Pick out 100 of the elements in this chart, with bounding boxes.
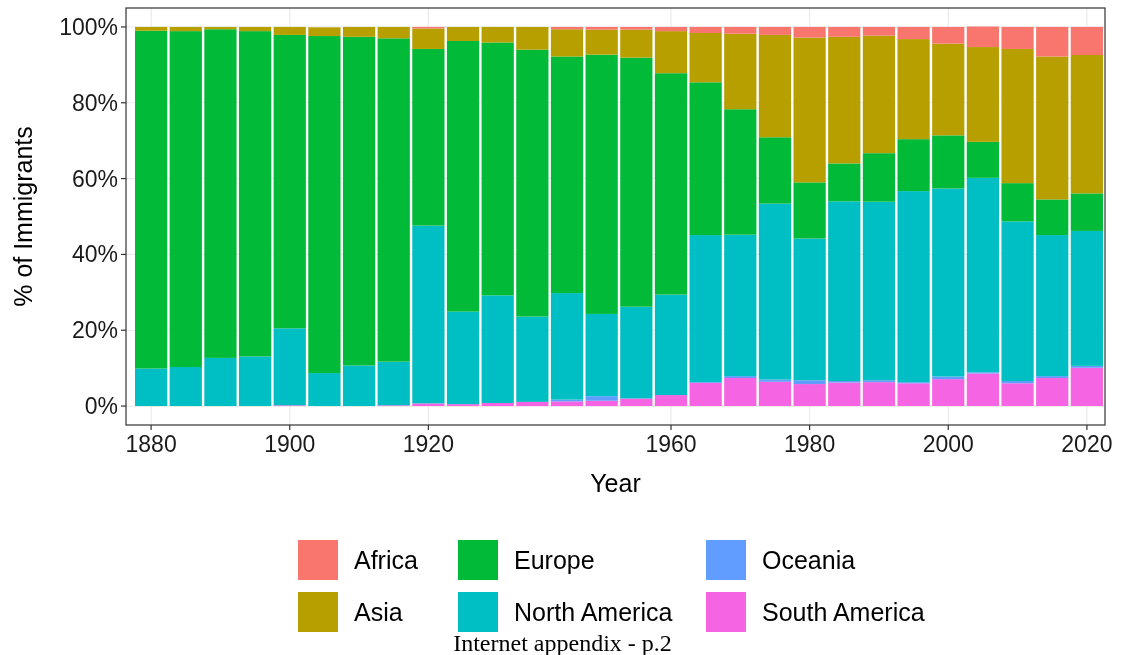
legend-label: Europe xyxy=(514,545,595,574)
bar xyxy=(654,294,688,396)
bar xyxy=(481,42,514,296)
x-tick-label: 1980 xyxy=(784,431,836,457)
bar xyxy=(1070,230,1103,366)
bar xyxy=(585,400,618,407)
x-tick-label: 1920 xyxy=(402,431,454,457)
bar xyxy=(377,26,410,39)
bar xyxy=(689,33,722,83)
bar xyxy=(169,31,202,367)
bar xyxy=(585,26,618,30)
bar xyxy=(1001,381,1034,384)
bar xyxy=(793,26,826,38)
bar xyxy=(897,383,930,407)
bar xyxy=(446,26,480,41)
bar xyxy=(758,34,792,138)
bar xyxy=(620,306,653,399)
x-tick-label: 2000 xyxy=(922,431,974,457)
bar xyxy=(204,357,237,407)
bar xyxy=(862,201,896,381)
bar xyxy=(689,82,722,236)
bar xyxy=(932,376,965,380)
bar xyxy=(273,26,306,35)
bar xyxy=(585,313,618,397)
bar xyxy=(550,401,584,407)
bar xyxy=(446,311,480,405)
bar xyxy=(1036,377,1069,407)
y-tick-label: 60% xyxy=(71,165,118,192)
bar xyxy=(412,225,445,404)
bar xyxy=(1001,183,1034,222)
bar xyxy=(1001,48,1034,184)
bar xyxy=(828,163,861,202)
bar xyxy=(377,361,410,406)
bar xyxy=(828,36,861,164)
bar xyxy=(1070,367,1103,407)
bar xyxy=(654,73,688,295)
bar xyxy=(238,26,272,32)
bar xyxy=(932,43,965,136)
bar xyxy=(1001,26,1034,49)
bar xyxy=(481,26,514,43)
bar xyxy=(273,34,306,329)
bar xyxy=(308,373,341,407)
bar xyxy=(412,403,445,407)
bar xyxy=(654,395,688,407)
bar xyxy=(1036,235,1069,377)
x-tick-label: 1900 xyxy=(264,431,316,457)
bar xyxy=(620,398,653,407)
y-tick-label: 80% xyxy=(71,89,118,116)
bar xyxy=(932,26,965,44)
bar xyxy=(308,36,341,374)
bar xyxy=(862,26,896,36)
bar xyxy=(966,141,1000,178)
bar xyxy=(412,28,445,49)
bar xyxy=(724,26,757,34)
bar xyxy=(585,396,618,401)
bar xyxy=(689,235,722,383)
bar xyxy=(793,182,826,239)
bar xyxy=(1070,193,1103,231)
bar xyxy=(689,382,722,407)
x-tick-label: 1960 xyxy=(645,431,697,457)
legend-label: South America xyxy=(762,597,925,626)
bar xyxy=(758,26,792,35)
bar xyxy=(516,49,549,317)
bar xyxy=(516,401,549,407)
bar xyxy=(1070,26,1103,56)
bar xyxy=(862,153,896,202)
x-axis-title: Year xyxy=(590,469,641,497)
y-tick-label: 20% xyxy=(71,317,118,344)
bar xyxy=(204,29,237,358)
bar xyxy=(342,36,376,366)
bar xyxy=(793,380,826,385)
bar xyxy=(446,40,480,312)
bar xyxy=(932,379,965,407)
bar xyxy=(1036,199,1069,236)
bar xyxy=(758,381,792,407)
bar xyxy=(620,29,653,58)
legend-label: Africa xyxy=(354,545,418,574)
bar xyxy=(135,368,168,407)
bar xyxy=(412,48,445,226)
bar xyxy=(516,26,549,50)
bar xyxy=(550,29,584,57)
bar xyxy=(828,382,861,407)
bar xyxy=(758,203,792,380)
bar xyxy=(169,367,202,407)
bar xyxy=(897,139,930,192)
bar xyxy=(862,382,896,407)
bar xyxy=(724,234,757,377)
bar xyxy=(793,238,826,381)
bar xyxy=(135,30,168,369)
bar xyxy=(550,293,584,400)
bar xyxy=(516,316,549,402)
bar xyxy=(377,38,410,362)
bar xyxy=(897,26,930,40)
bar xyxy=(828,26,861,37)
bar xyxy=(932,188,965,377)
bar xyxy=(724,109,757,235)
bar xyxy=(897,191,930,383)
bar xyxy=(481,295,514,404)
bar xyxy=(654,31,688,74)
bar xyxy=(585,29,618,55)
